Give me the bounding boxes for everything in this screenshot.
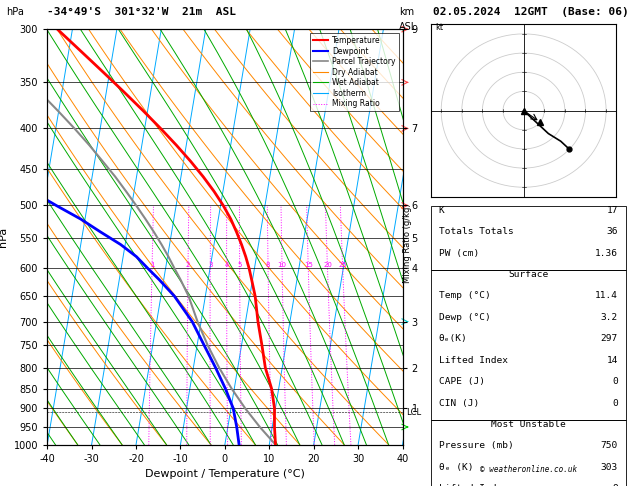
Bar <box>431 420 626 486</box>
Text: -34°49'S  301°32'W  21m  ASL: -34°49'S 301°32'W 21m ASL <box>47 7 236 17</box>
Text: K: K <box>438 206 445 215</box>
Text: 297: 297 <box>601 334 618 343</box>
Text: CIN (J): CIN (J) <box>438 399 479 408</box>
Text: 8: 8 <box>266 262 270 268</box>
Text: 3.2: 3.2 <box>601 313 618 322</box>
Text: 1: 1 <box>150 262 154 268</box>
Text: CAPE (J): CAPE (J) <box>438 377 485 386</box>
Text: hPa: hPa <box>6 7 24 17</box>
Text: Most Unstable: Most Unstable <box>491 420 565 429</box>
Text: θₑ(K): θₑ(K) <box>438 334 467 343</box>
Text: 5: 5 <box>238 262 242 268</box>
Text: kt: kt <box>435 23 443 32</box>
Text: 750: 750 <box>601 441 618 451</box>
Text: © weatheronline.co.uk: © weatheronline.co.uk <box>480 465 577 473</box>
Text: 10: 10 <box>277 262 287 268</box>
Bar <box>431 206 626 270</box>
Text: 36: 36 <box>606 227 618 236</box>
Text: PW (cm): PW (cm) <box>438 249 479 258</box>
Text: km: km <box>399 7 415 17</box>
Text: 14: 14 <box>606 356 618 364</box>
Text: Temp (°C): Temp (°C) <box>438 292 491 300</box>
Text: 15: 15 <box>304 262 313 268</box>
Text: LCL: LCL <box>406 408 421 417</box>
Text: Surface: Surface <box>508 270 548 279</box>
Text: 303: 303 <box>601 463 618 472</box>
Bar <box>431 270 626 420</box>
Text: 9: 9 <box>612 484 618 486</box>
Text: θₑ (K): θₑ (K) <box>438 463 473 472</box>
Text: Lifted Index: Lifted Index <box>438 484 508 486</box>
Text: 25: 25 <box>338 262 347 268</box>
Text: 20: 20 <box>323 262 332 268</box>
Text: 0: 0 <box>612 377 618 386</box>
Text: Lifted Index: Lifted Index <box>438 356 508 364</box>
Legend: Temperature, Dewpoint, Parcel Trajectory, Dry Adiabat, Wet Adiabat, Isotherm, Mi: Temperature, Dewpoint, Parcel Trajectory… <box>310 33 399 111</box>
Text: Totals Totals: Totals Totals <box>438 227 513 236</box>
Text: 4: 4 <box>225 262 229 268</box>
Y-axis label: hPa: hPa <box>0 227 8 247</box>
Text: 17: 17 <box>606 206 618 215</box>
Text: 0: 0 <box>612 399 618 408</box>
Text: 02.05.2024  12GMT  (Base: 06): 02.05.2024 12GMT (Base: 06) <box>433 7 628 17</box>
Text: 2: 2 <box>186 262 190 268</box>
X-axis label: Dewpoint / Temperature (°C): Dewpoint / Temperature (°C) <box>145 469 305 479</box>
Text: Mixing Ratio (g/kg): Mixing Ratio (g/kg) <box>403 203 412 283</box>
Text: ASL: ASL <box>399 22 418 32</box>
Text: 1.36: 1.36 <box>595 249 618 258</box>
Text: 11.4: 11.4 <box>595 292 618 300</box>
Text: Pressure (mb): Pressure (mb) <box>438 441 513 451</box>
Text: Dewp (°C): Dewp (°C) <box>438 313 491 322</box>
Text: 3: 3 <box>208 262 213 268</box>
